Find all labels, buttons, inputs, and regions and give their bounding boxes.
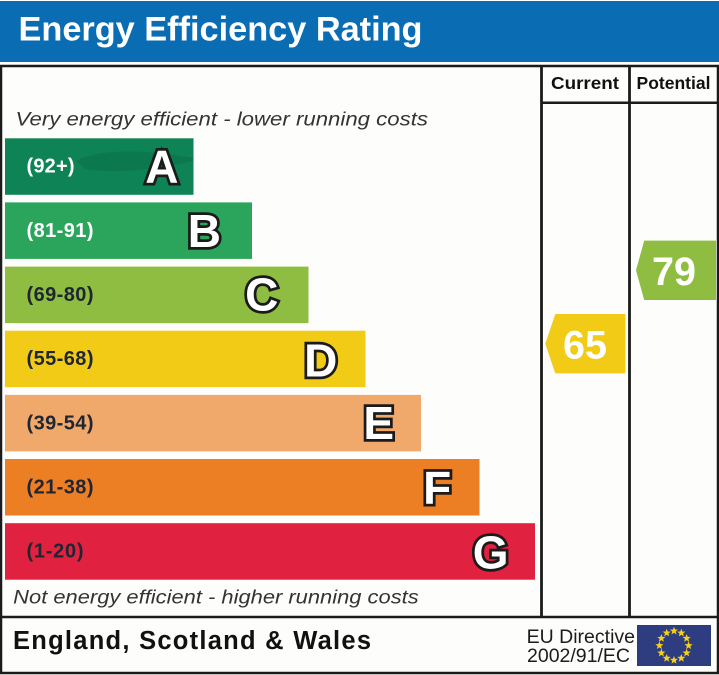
svg-text:(81-91): (81-91) — [27, 220, 94, 242]
svg-text:E: E — [363, 397, 394, 449]
svg-text:(21-38): (21-38) — [27, 477, 94, 499]
svg-text:(39-54): (39-54) — [27, 412, 94, 434]
svg-text:G: G — [473, 527, 509, 579]
svg-text:D: D — [304, 334, 337, 386]
svg-text:Current: Current — [551, 73, 619, 93]
svg-text:A: A — [145, 140, 178, 192]
svg-text:B: B — [188, 205, 221, 257]
svg-text:Very energy efficient - lower: Very energy efficient - lower running co… — [16, 109, 429, 130]
svg-text:Energy Efficiency Rating: Energy Efficiency Rating — [19, 11, 423, 49]
svg-text:(69-80): (69-80) — [27, 284, 94, 306]
svg-text:2002/91/EC: 2002/91/EC — [527, 645, 630, 667]
svg-text:(92+): (92+) — [27, 156, 75, 178]
svg-text:(1-20): (1-20) — [27, 541, 84, 563]
svg-text:65: 65 — [563, 324, 607, 368]
svg-text:EU Directive: EU Directive — [527, 626, 635, 648]
svg-text:C: C — [245, 269, 278, 321]
svg-text:79: 79 — [652, 250, 696, 294]
svg-text:England, Scotland & Wales: England, Scotland & Wales — [13, 627, 371, 655]
svg-text:Potential: Potential — [637, 73, 711, 93]
svg-text:F: F — [423, 461, 451, 513]
svg-text:Not energy efficient - higher: Not energy efficient - higher running co… — [13, 587, 419, 608]
svg-text:(55-68): (55-68) — [27, 348, 94, 370]
